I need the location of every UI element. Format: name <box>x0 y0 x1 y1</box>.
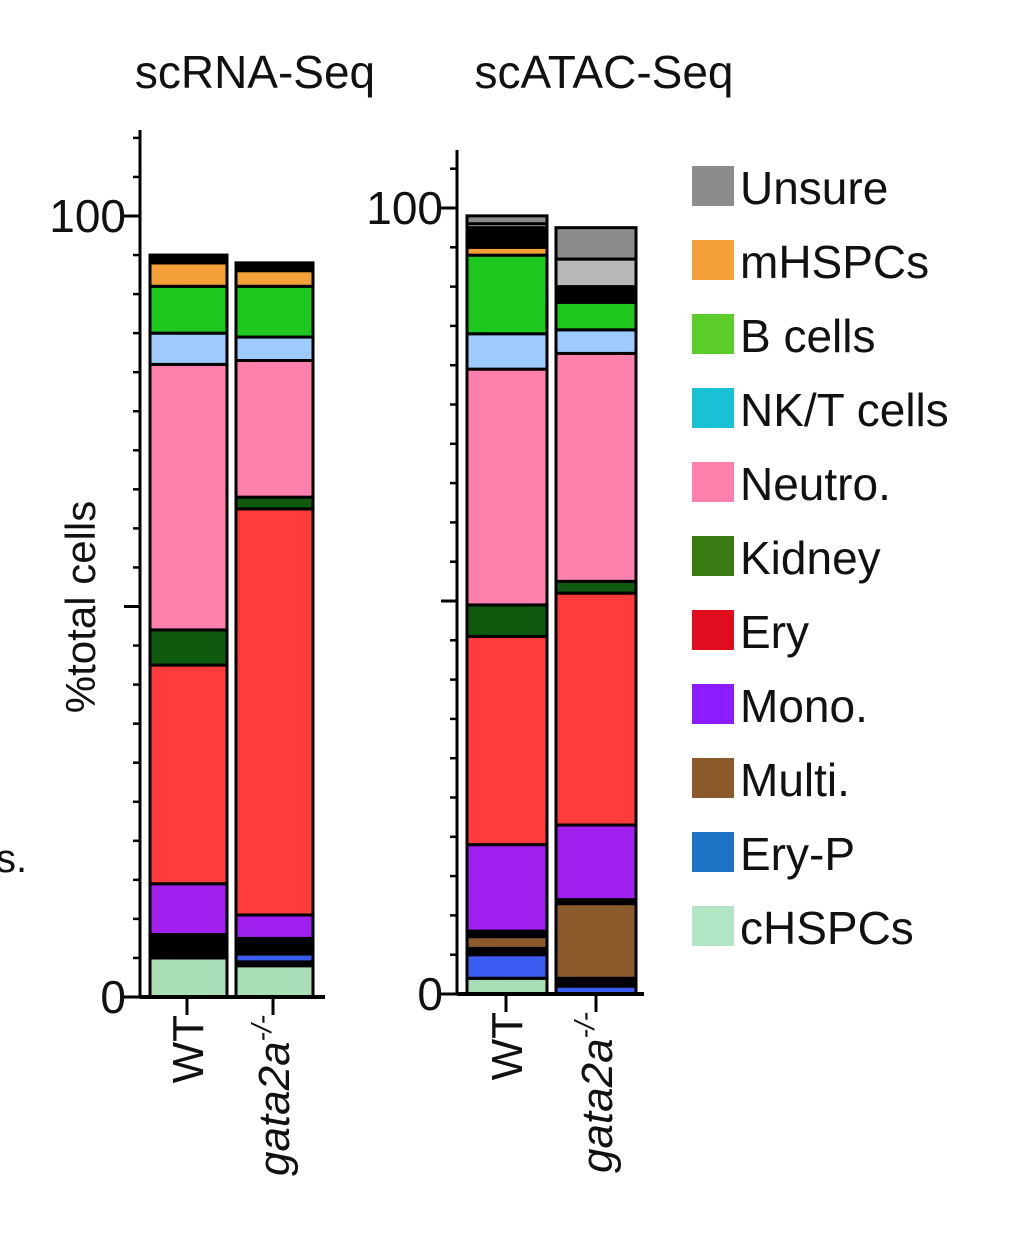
bar-segment-mhspcs <box>234 269 315 288</box>
bar-segment-unsure <box>554 226 638 261</box>
y-tick-label: 100 <box>49 190 126 242</box>
scatac-seq-panel: scATAC-Seq 0 100 WT gata2a-/- <box>366 46 733 1173</box>
bar-segment-unsure <box>554 257 638 289</box>
legend: Unsure mHSPCs B cells NK/T cells Neutro. Kidn… <box>692 162 949 954</box>
bar-segment-kidney <box>554 579 638 595</box>
bar-segment-neutro <box>148 362 229 632</box>
bar-segment-mhspcs <box>148 261 229 288</box>
legend-swatch <box>692 906 734 946</box>
chart-title: scATAC-Seq <box>474 46 733 98</box>
legend-item-mhspcs: mHSPCs <box>692 236 929 288</box>
legend-item-ery-p: Ery-P <box>692 828 855 880</box>
bar-segment-b-cells <box>148 284 229 335</box>
legend-swatch <box>692 166 734 206</box>
bar-segment-ery <box>465 634 549 847</box>
legend-label: Neutro. <box>740 458 891 510</box>
bar-segment-chspcs <box>234 964 315 999</box>
legend-item-chspcs: cHSPCs <box>692 902 914 954</box>
bar-segment-multi <box>465 935 549 950</box>
bar-segment-separator <box>465 226 549 249</box>
legend-label: cHSPCs <box>740 902 914 954</box>
bar-stack-gata2a <box>554 226 638 996</box>
bar-segment-multi <box>554 902 638 980</box>
bar-segment-neutro <box>554 351 638 583</box>
y-tick-label: 0 <box>100 971 126 1023</box>
bar-segment-b-cells <box>465 253 549 336</box>
bar-segment-neutro <box>234 358 315 499</box>
bar-segment-nk-t-cells <box>554 328 638 355</box>
x-tick-label-gata2a: gata2a-/- <box>246 1015 299 1176</box>
legend-label: Multi. <box>740 754 850 806</box>
legend-label: NK/T cells <box>740 384 949 436</box>
legend-label: Unsure <box>740 162 888 214</box>
bar-segment-neutro <box>465 367 549 607</box>
bar-segment-nk-t-cells <box>465 332 549 371</box>
bar-segment-separator <box>234 261 315 273</box>
x-tick-label-superscript: -/- <box>569 1012 600 1038</box>
bar-segment-mono <box>234 913 315 940</box>
bar-segment-b-cells <box>234 284 315 339</box>
bar-segment-nk-t-cells <box>234 335 315 362</box>
legend-item-multi: Multi. <box>692 754 850 806</box>
bar-segment-kidney <box>234 495 315 511</box>
scrna-seq-panel: scRNA-Seq %total cells 0 100 WT gata2a-/- <box>49 46 375 1176</box>
legend-label: Kidney <box>740 532 881 584</box>
y-axis-label: %total cells <box>57 501 104 713</box>
y-tick-label: 100 <box>366 182 443 234</box>
legend-item-nk-t-cells: NK/T cells <box>692 384 949 436</box>
x-tick-label-superscript: -/- <box>246 1015 277 1041</box>
legend-swatch <box>692 684 734 724</box>
y-tick-label: 0 <box>417 968 443 1020</box>
legend-swatch <box>692 388 734 428</box>
legend-item-b-cells: B cells <box>692 310 875 362</box>
legend-item-unsure: Unsure <box>692 162 888 214</box>
bar-segment-mono <box>465 843 549 933</box>
legend-label: Ery <box>740 606 809 658</box>
bar-segment-mono <box>148 882 229 937</box>
bar-segment-separator <box>148 253 229 265</box>
bar-segment-ery-p <box>465 953 549 980</box>
legend-swatch <box>692 314 734 354</box>
x-tick-label-wt: WT <box>483 1012 532 1080</box>
bar-segment-ery <box>554 591 638 827</box>
bar-segment-mono <box>554 823 638 902</box>
bar-stack-wt <box>465 214 549 996</box>
bar-segment-ery <box>148 663 229 886</box>
bar-stack-gata2a <box>234 261 315 999</box>
legend-swatch <box>692 240 734 280</box>
bar-segment-separator <box>554 285 638 304</box>
x-tick-label-gata2a: gata2a-/- <box>569 1012 622 1173</box>
bar-segment-unsure <box>465 214 549 226</box>
bar-segment-separator <box>234 936 315 956</box>
left-cut-fragment: s. <box>0 837 27 881</box>
legend-label: B cells <box>740 310 875 362</box>
legend-item-ery: Ery <box>692 606 809 658</box>
chart-title: scRNA-Seq <box>135 46 375 98</box>
legend-label: Mono. <box>740 680 868 732</box>
bar-segment-kidney <box>465 603 549 638</box>
legend-item-mono: Mono. <box>692 680 868 732</box>
bar-segment-b-cells <box>554 300 638 332</box>
bar-segment-ery <box>234 507 315 917</box>
legend-swatch <box>692 536 734 576</box>
legend-swatch <box>692 462 734 502</box>
legend-swatch <box>692 758 734 798</box>
legend-item-neutro: Neutro. <box>692 458 891 510</box>
legend-label: Ery-P <box>740 828 855 880</box>
bar-segment-nk-t-cells <box>148 331 229 366</box>
legend-item-kidney: Kidney <box>692 532 881 584</box>
bar-segment-kidney <box>148 628 229 667</box>
legend-swatch <box>692 832 734 872</box>
legend-swatch <box>692 610 734 650</box>
bar-segment-chspcs <box>148 956 229 999</box>
bar-stack-wt <box>148 253 229 999</box>
x-tick-label-wt: WT <box>164 1015 213 1083</box>
bar-segment-separator <box>148 933 229 960</box>
bar-segment-chspcs <box>465 976 549 996</box>
legend-label: mHSPCs <box>740 236 929 288</box>
